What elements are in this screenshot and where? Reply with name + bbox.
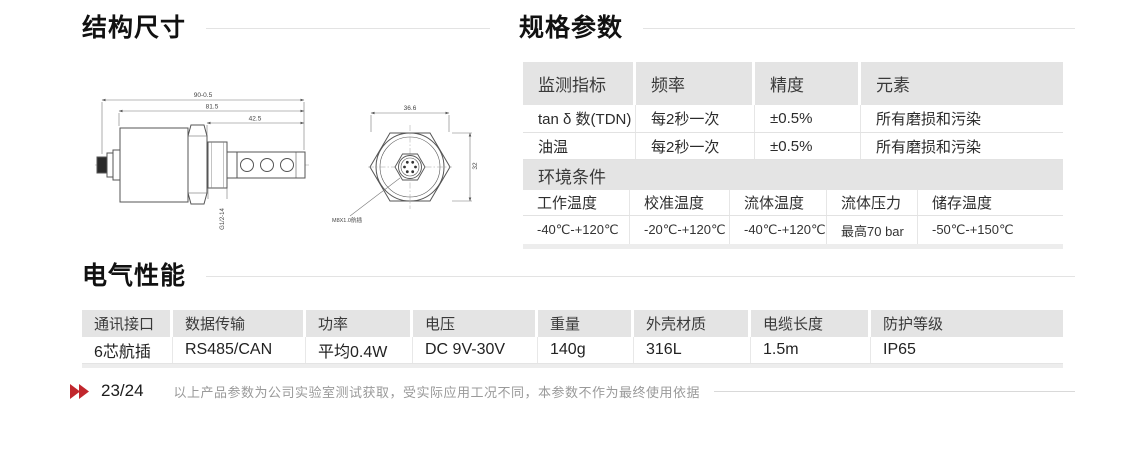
spec-table: 监测指标 频率 精度 元素 tan δ 数(TDN) 每2秒一次 ±0.5% 所…: [523, 62, 1063, 249]
spec-cell: 每2秒一次: [636, 105, 755, 132]
elec-value: 6芯航插: [82, 337, 173, 363]
elec-value: DC 9V-30V: [413, 337, 538, 363]
spec-header-indicator: 监测指标: [523, 62, 633, 105]
footer-divider: [714, 390, 1075, 392]
spec-cell: 油温: [523, 133, 636, 159]
spec-cell: tan δ 数(TDN): [523, 105, 636, 132]
env-header: 校准温度: [630, 190, 730, 215]
env-header: 流体压力: [827, 190, 918, 215]
page-footer: 23/24 以上产品参数为公司实验室测试获取，受实际应用工况不同，本参数不作为最…: [70, 381, 1075, 401]
spec-header-accuracy: 精度: [755, 62, 858, 105]
heading-divider: [206, 27, 490, 29]
env-header: 工作温度: [523, 190, 630, 215]
spec-header-elements: 元素: [861, 62, 1063, 105]
env-value: 最高70 bar: [827, 216, 918, 244]
spec-header-row: 监测指标 频率 精度 元素: [523, 62, 1063, 105]
table-row: 油温 每2秒一次 ±0.5% 所有磨损和污染: [523, 133, 1063, 160]
env-value-row: -40℃-+120℃ -20℃-+120℃ -40℃-+120℃ 最高70 ba…: [523, 216, 1063, 244]
dim-body-label: 81.5: [206, 104, 219, 111]
connector-label: M8X1.0航插: [332, 216, 362, 224]
electrical-title: 电气性能: [82, 262, 187, 290]
spec-cell: 所有磨损和污染: [876, 111, 982, 128]
double-chevron-icon: [70, 383, 89, 399]
elec-header: 通讯接口: [82, 310, 170, 337]
elec-header: 外壳材质: [634, 310, 748, 337]
dim-height-label: 32: [472, 162, 479, 170]
elec-header: 数据传输: [173, 310, 303, 337]
elec-header: 重量: [538, 310, 631, 337]
section-specs-heading: 规格参数: [519, 8, 1075, 44]
sensor-body-outline: [95, 124, 309, 205]
spec-cell: ±0.5%: [755, 133, 861, 159]
elec-value: IP65: [883, 341, 916, 358]
elec-header: 功率: [306, 310, 410, 337]
spec-cell: 每2秒一次: [636, 133, 755, 159]
section-structure-heading: 结构尺寸: [82, 8, 490, 44]
table-bottom-edge: [82, 364, 1063, 368]
elec-header: 电压: [413, 310, 535, 337]
elec-value: 140g: [538, 337, 634, 363]
page-number: 23/24: [101, 381, 144, 400]
dim-probe-label: 42.5: [249, 116, 262, 123]
env-header-row: 工作温度 校准温度 流体温度 流体压力 储存温度: [523, 190, 1063, 216]
env-value: -40℃-+120℃: [730, 216, 827, 244]
m8-connector: [394, 153, 426, 181]
dim-width-label: 36.6: [404, 105, 417, 112]
thread-spec-label: G1/2-14: [220, 208, 226, 230]
dimension-lines: [370, 111, 472, 202]
structure-title: 结构尺寸: [82, 14, 187, 42]
specs-title: 规格参数: [519, 14, 624, 42]
electrical-table: 通讯接口 数据传输 功率 电压 重量 外壳材质 电缆长度 防护等级 6芯航插 R…: [82, 310, 1063, 368]
dimension-lines: [101, 98, 305, 199]
env-header: 储存温度: [932, 195, 993, 212]
env-value: -20℃-+120℃: [630, 216, 730, 244]
spec-cell: 所有磨损和污染: [876, 138, 982, 156]
spec-cell: ±0.5%: [755, 105, 861, 132]
elec-value: 平均0.4W: [306, 337, 413, 363]
leader-line: [349, 177, 401, 217]
electrical-header-row: 通讯接口 数据传输 功率 电压 重量 外壳材质 电缆长度 防护等级: [82, 310, 1063, 337]
env-value: -50℃-+150℃: [932, 222, 1014, 237]
elec-value: 1.5m: [751, 337, 871, 363]
sensor-front-view-drawing: 36.6 32 M8X1.0航插: [332, 105, 479, 224]
table-bottom-edge: [523, 244, 1063, 249]
env-value: -40℃-+120℃: [523, 216, 630, 244]
env-conditions-banner: 环境条件: [523, 160, 1063, 190]
electrical-value-row: 6芯航插 RS485/CAN 平均0.4W DC 9V-30V 140g 316…: [82, 337, 1063, 364]
spec-header-frequency: 频率: [636, 62, 752, 105]
elec-value: 316L: [634, 337, 751, 363]
table-row: tan δ 数(TDN) 每2秒一次 ±0.5% 所有磨损和污染: [523, 105, 1063, 133]
heading-divider: [643, 27, 1075, 29]
sensor-side-view-drawing: 90-0.5 81.5 42.5 G1/2-14: [95, 92, 309, 230]
heading-divider: [206, 275, 1075, 277]
elec-value: RS485/CAN: [173, 337, 306, 363]
footer-disclaimer: 以上产品参数为公司实验室测试获取，受实际应用工况不同，本参数不作为最终使用依据: [173, 384, 701, 400]
elec-header: 防护等级: [871, 310, 1063, 337]
dim-total-label: 90-0.5: [194, 92, 213, 99]
env-header: 流体温度: [730, 190, 827, 215]
elec-header: 电缆长度: [751, 310, 868, 337]
section-electrical-heading: 电气性能: [82, 256, 1075, 292]
